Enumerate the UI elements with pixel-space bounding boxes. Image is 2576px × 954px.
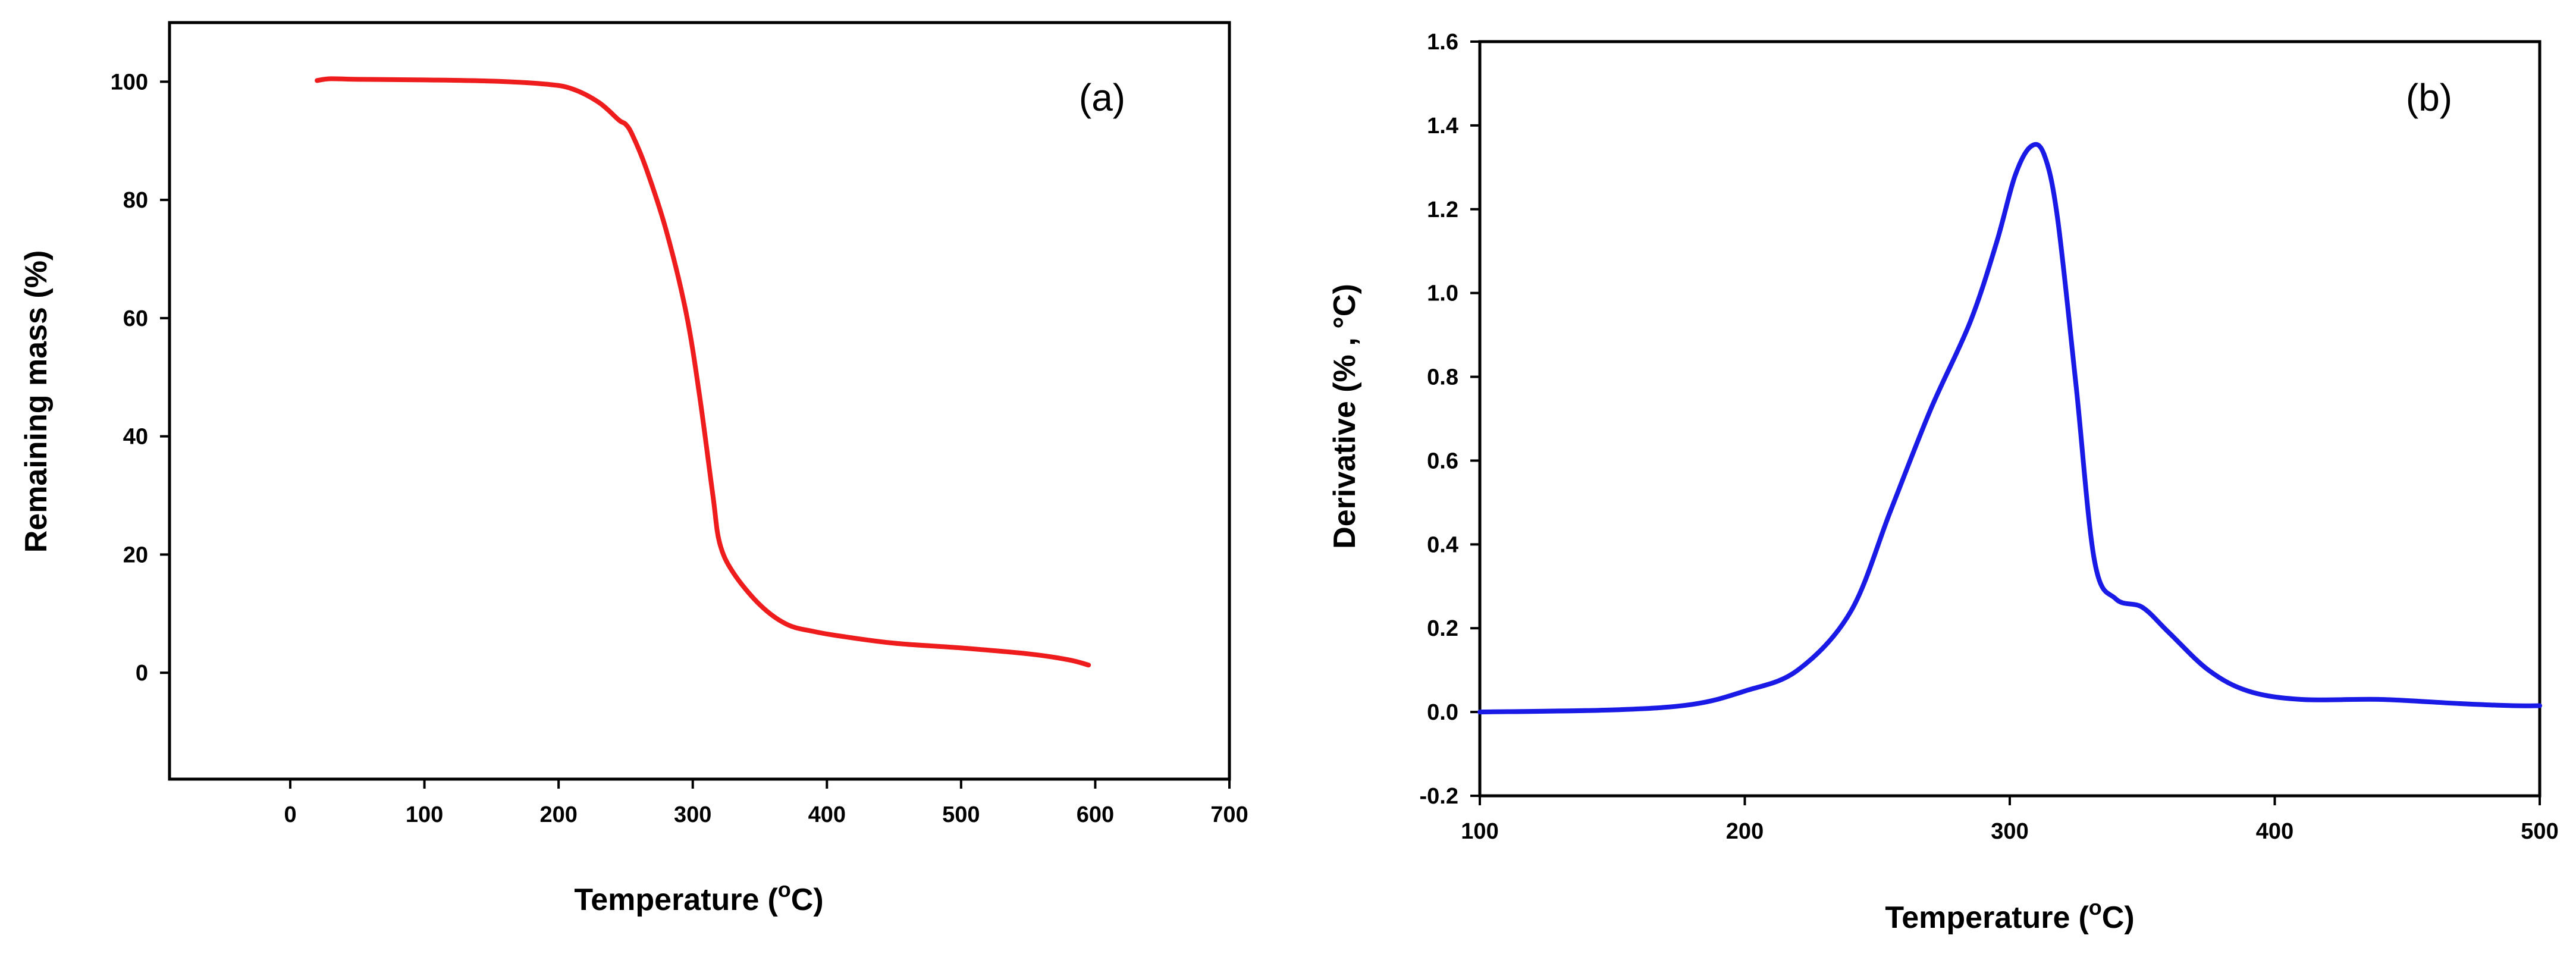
y-tick-label: 0.0: [1427, 700, 1458, 725]
x-tick-label: 500: [2521, 819, 2558, 844]
panel-label-a: (a): [1079, 76, 1125, 119]
panel-label-b: (b): [2406, 76, 2452, 119]
x-tick-label: 600: [1077, 802, 1114, 827]
plot-frame-a: [168, 21, 1231, 781]
x-tick-label: 300: [674, 802, 711, 827]
y-tick-label: 1.0: [1427, 281, 1458, 306]
y-tick-label: 0.6: [1427, 448, 1458, 473]
y-tick-label: 40: [123, 425, 148, 450]
x-axis-title-b: Temperature (oC): [1885, 895, 2134, 935]
remaining-mass-line: [315, 76, 1091, 668]
y-tick-label: 0.2: [1427, 616, 1458, 641]
y-tick-label: 1.2: [1427, 197, 1458, 222]
y-tick-label: 0: [136, 661, 148, 686]
y-tick-label: 1.4: [1427, 114, 1458, 139]
y-tick-label: 100: [111, 70, 148, 95]
y-tick-label: -0.2: [1420, 784, 1458, 809]
tick-group-b: 100 200 300 400 500 -0.2 0.0 0.2 0.4 0.6 0.8 1.0 1.2…: [1420, 30, 2559, 844]
plot-frame-b: [1478, 40, 2542, 798]
y-tick-label: 1.6: [1427, 30, 1458, 55]
y-axis-title-a: Remaining mass (%): [19, 250, 54, 553]
x-tick-label: 300: [1991, 819, 2028, 844]
x-tick-label: 700: [1210, 802, 1248, 827]
x-tick-label: 400: [2256, 819, 2293, 844]
x-tick-label: 100: [1461, 819, 1498, 844]
y-tick-label: 80: [123, 188, 148, 213]
derivative-line: [1477, 142, 2542, 715]
chart-panel-a: 0 100 200 300 400 500 600 700 0 20 40 60 80 100 (a) T…: [19, 21, 1248, 917]
chart-panel-b: 100 200 300 400 500 -0.2 0.0 0.2 0.4 0.6 0.8 1.0 1.2…: [1328, 30, 2559, 935]
y-tick-label: 60: [123, 306, 148, 331]
x-tick-label: 200: [539, 802, 577, 827]
y-tick-label: 20: [123, 542, 148, 567]
y-tick-label: 0.4: [1427, 532, 1458, 557]
y-tick-label: 0.8: [1427, 365, 1458, 390]
x-tick-label: 0: [284, 802, 296, 827]
x-tick-label: 100: [406, 802, 443, 827]
x-axis-title-a: Temperature (oC): [574, 877, 823, 917]
y-axis-title-b: Derivative (% , °C): [1328, 284, 1362, 549]
x-tick-label: 400: [808, 802, 846, 827]
x-tick-label: 200: [1726, 819, 1764, 844]
tick-group-a: 0 100 200 300 400 500 600 700 0 20 40 60 80 100: [111, 70, 1248, 827]
x-tick-label: 500: [942, 802, 980, 827]
